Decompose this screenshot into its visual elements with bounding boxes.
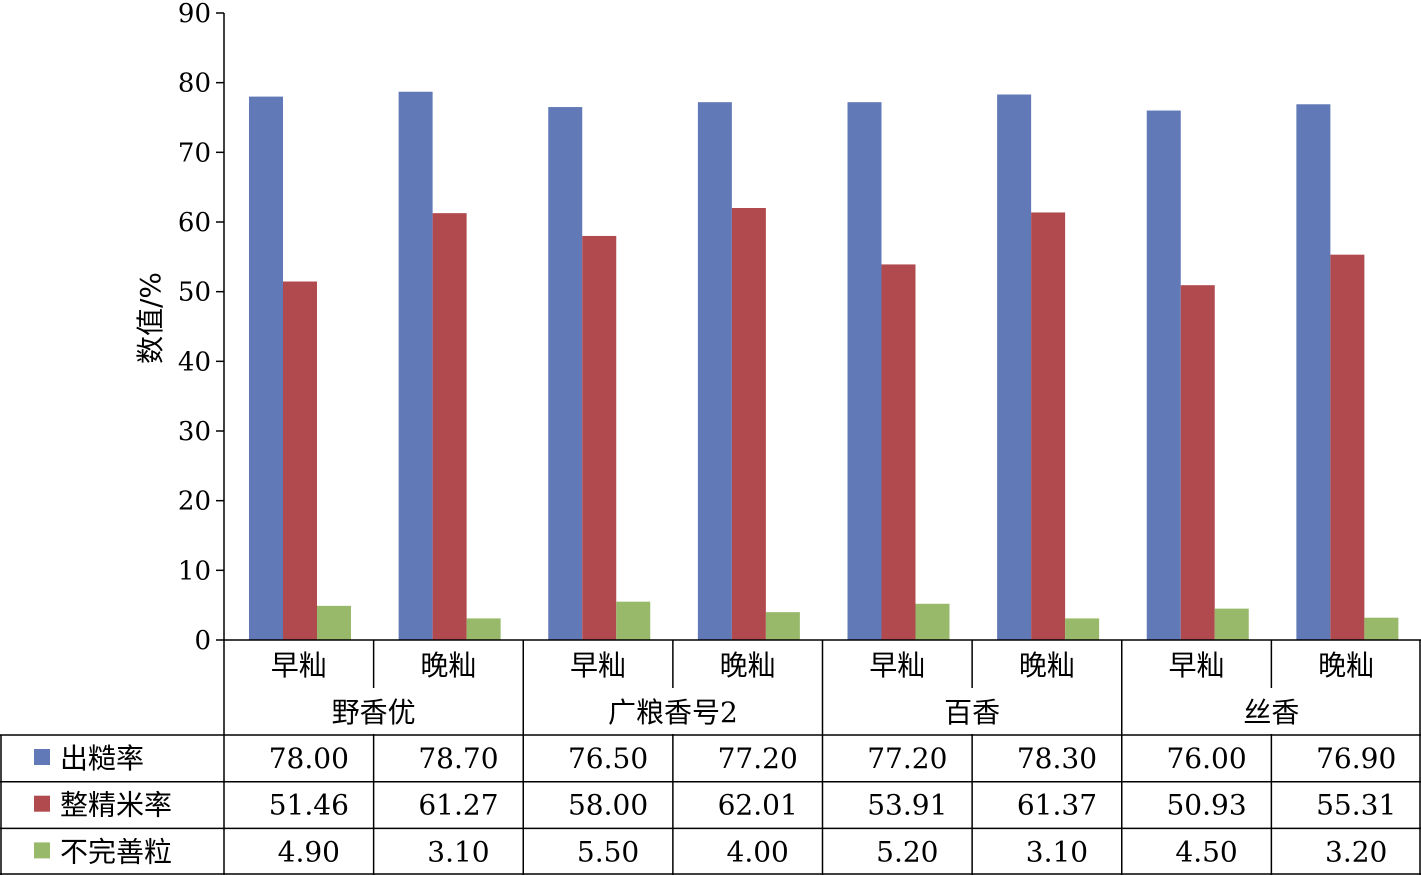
bar-0-5 [997, 94, 1032, 640]
y-axis-title: 数值/% [134, 272, 167, 364]
bar-1-1 [432, 213, 467, 640]
cell-value-2-5: 3.10 [1026, 835, 1088, 868]
bar-2-4 [915, 603, 950, 640]
cell-value-0-6: 76.00 [1166, 742, 1246, 775]
cell-value-0-7: 76.90 [1316, 742, 1396, 775]
y-tick-label-2: 20 [178, 487, 211, 517]
legend-swatch-0 [34, 749, 50, 765]
bar-1-0 [283, 281, 317, 640]
group-label-1: 广粮香号2 [608, 696, 738, 729]
y-tick-label-5: 50 [178, 278, 211, 308]
y-tick-label-0: 0 [194, 626, 211, 656]
cell-value-2-1: 3.10 [427, 835, 489, 868]
bar-2-0 [317, 605, 351, 640]
bar-1-5 [1031, 212, 1066, 640]
group-label-2: 百香 [944, 696, 1000, 729]
bar-2-3 [765, 612, 800, 640]
cell-value-0-3: 77.20 [718, 742, 798, 775]
legend-label-2: 不完善粒 [60, 835, 172, 868]
legend-swatch-1 [34, 795, 50, 812]
cell-value-2-2: 5.50 [577, 835, 639, 868]
cell-value-1-0: 51.46 [269, 789, 349, 822]
cell-value-2-3: 4.00 [727, 835, 789, 868]
cell-value-2-7: 3.20 [1325, 835, 1387, 868]
cell-value-1-5: 61.37 [1017, 789, 1097, 822]
bar-0-4 [847, 102, 882, 640]
bar-1-7 [1330, 254, 1365, 641]
cell-value-2-0: 4.90 [278, 835, 340, 868]
bar-1-3 [731, 207, 766, 640]
y-tick-label-7: 70 [178, 138, 211, 168]
cell-value-2-6: 4.50 [1175, 835, 1237, 868]
bar-0-3 [697, 102, 732, 640]
category-label-0: 早籼 [271, 649, 327, 682]
cell-value-2-4: 5.20 [876, 835, 938, 868]
cell-value-1-6: 50.93 [1166, 789, 1246, 822]
cell-value-1-3: 62.01 [718, 789, 798, 822]
bar-0-6 [1146, 110, 1181, 641]
category-label-7: 晚籼 [1318, 649, 1374, 682]
cell-value-0-4: 77.20 [867, 742, 947, 775]
y-tick-label-8: 80 [178, 69, 211, 99]
y-tick-label-6: 60 [178, 208, 211, 238]
y-tick-label-9: 90 [178, 0, 211, 29]
legend-label-0: 出糙率 [60, 742, 144, 775]
cell-value-1-7: 55.31 [1316, 789, 1396, 822]
bar-0-7 [1296, 104, 1331, 641]
group-label-3: 丝香 [1243, 696, 1299, 729]
category-label-1: 晚籼 [420, 649, 476, 682]
bar-2-2 [616, 601, 651, 640]
bar-2-5 [1065, 618, 1100, 640]
legend-swatch-2 [34, 842, 50, 859]
category-label-5: 晚籼 [1019, 649, 1075, 682]
category-label-4: 早籼 [869, 649, 925, 682]
category-label-3: 晚籼 [720, 649, 776, 682]
category-label-6: 早籼 [1169, 649, 1225, 682]
bar-0-2 [548, 107, 583, 641]
bar-2-7 [1364, 617, 1399, 640]
bar-2-1 [466, 618, 501, 640]
cell-value-1-2: 58.00 [568, 789, 648, 822]
bar-0-0 [249, 96, 283, 641]
y-tick-label-1: 10 [178, 556, 211, 586]
y-tick-label-3: 30 [178, 417, 211, 447]
cell-value-0-0: 78.00 [269, 742, 349, 775]
group-label-0: 野香优 [332, 696, 416, 729]
y-tick-label-4: 40 [178, 347, 211, 377]
bar-1-6 [1180, 285, 1215, 640]
cell-value-0-5: 78.30 [1017, 742, 1097, 775]
legend-label-1: 整精米率 [60, 789, 172, 822]
bar-1-4 [881, 264, 916, 640]
category-label-2: 早籼 [570, 649, 626, 682]
cell-value-1-1: 61.27 [418, 789, 498, 822]
bar-2-6 [1214, 608, 1249, 640]
cell-value-0-1: 78.70 [418, 742, 498, 775]
bar-0-1 [398, 91, 433, 641]
cell-value-1-4: 53.91 [867, 789, 947, 822]
cell-value-0-2: 76.50 [568, 742, 648, 775]
bar-1-2 [582, 235, 617, 640]
